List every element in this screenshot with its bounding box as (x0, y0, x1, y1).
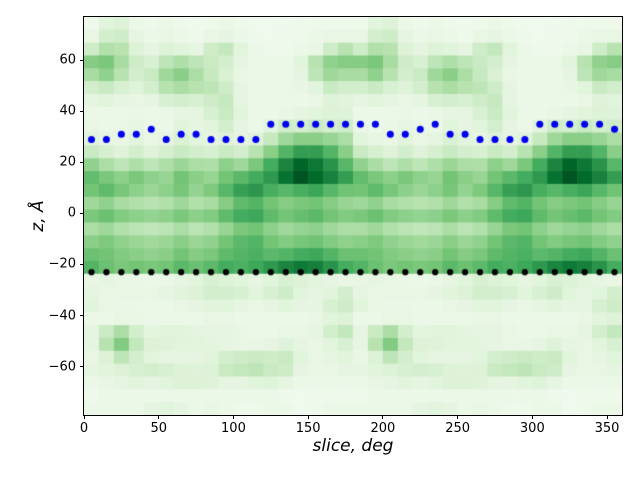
x-tick-label: 0 (79, 421, 89, 436)
y-tick-mark (80, 315, 84, 316)
x-tick-label: 150 (295, 421, 321, 436)
x-axis-label-text: slice, deg (312, 436, 394, 456)
y-axis-label: z, Å (28, 200, 48, 231)
x-tick-label: 200 (370, 421, 396, 436)
x-tick-mark (531, 415, 533, 419)
y-tick-label: −40 (48, 308, 76, 323)
y-tick-mark (80, 212, 84, 214)
y-tick-label: −60 (48, 359, 76, 375)
y-tick-mark (80, 110, 84, 112)
x-tick-label: 100 (221, 421, 246, 436)
x-tick-mark (307, 415, 309, 419)
x-tick-mark (232, 415, 234, 419)
heatmap-canvas (84, 17, 622, 415)
y-tick-label: −20 (48, 256, 76, 272)
y-tick-mark (80, 263, 84, 265)
x-tick-mark (382, 415, 384, 419)
x-tick-mark (457, 415, 459, 419)
x-tick-mark (158, 415, 160, 419)
y-tick-label: 0 (67, 205, 76, 221)
plot-area (84, 17, 622, 415)
x-tick-label: 50 (150, 421, 167, 436)
x-tick-mark (83, 415, 85, 419)
x-tick-label: 300 (519, 421, 545, 436)
x-tick-label: 350 (594, 421, 620, 436)
y-tick-mark (80, 59, 84, 61)
y-tick-label: 20 (59, 154, 76, 170)
y-tick-label: 40 (59, 103, 76, 119)
y-tick-label: 60 (59, 52, 76, 68)
x-tick-mark (606, 415, 608, 419)
y-tick-mark (80, 161, 84, 163)
plot-frame (83, 16, 623, 416)
x-tick-label: 250 (445, 421, 471, 436)
x-axis-label: slice, deg (313, 436, 394, 456)
y-tick-mark (80, 366, 84, 368)
y-axis-label-text: z, Å (28, 200, 48, 232)
